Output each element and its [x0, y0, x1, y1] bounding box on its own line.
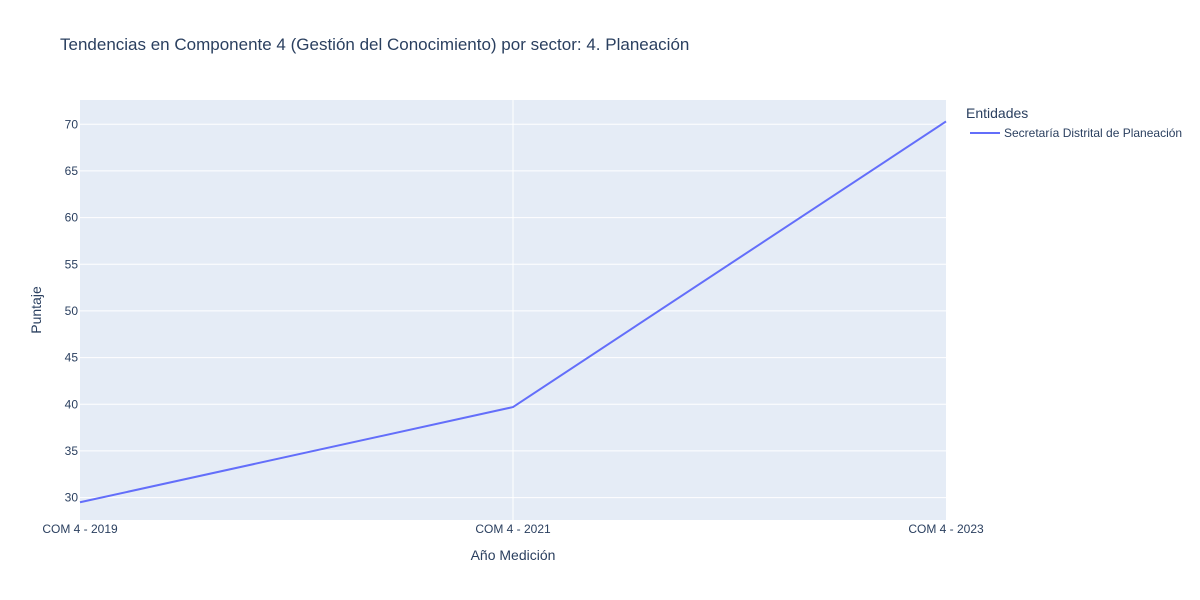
y-tick-label: 60	[65, 211, 79, 225]
y-tick-label: 50	[65, 304, 79, 318]
x-tick-labels: COM 4 - 2019 COM 4 - 2021 COM 4 - 2023	[42, 522, 984, 536]
legend-item[interactable]: Secretaría Distrital de Planeación	[970, 126, 1182, 140]
x-axis-title: Año Medición	[471, 547, 556, 563]
legend[interactable]: Entidades Secretaría Distrital de Planea…	[966, 105, 1182, 140]
y-tick-label: 30	[65, 491, 79, 505]
legend-items[interactable]: Secretaría Distrital de Planeación	[970, 126, 1182, 140]
legend-label: Secretaría Distrital de Planeación	[1004, 126, 1182, 140]
x-tick-label: COM 4 - 2019	[42, 522, 118, 536]
y-axis-title: Puntaje	[28, 286, 44, 334]
x-tick-label: COM 4 - 2023	[908, 522, 984, 536]
y-tick-labels: 30 35 40 45 50 55 60 65 70	[65, 117, 79, 504]
y-tick-label: 35	[65, 444, 79, 458]
y-tick-label: 70	[65, 117, 79, 131]
series-layer	[79, 120, 947, 504]
y-tick-label: 40	[65, 397, 79, 411]
series-line	[79, 120, 947, 504]
legend-title: Entidades	[966, 105, 1028, 121]
x-tick-label: COM 4 - 2021	[475, 522, 551, 536]
y-tick-label: 55	[65, 257, 79, 271]
chart-title: Tendencias en Componente 4 (Gestión del …	[60, 35, 689, 54]
y-tick-label: 65	[65, 164, 79, 178]
y-tick-label: 45	[65, 351, 79, 365]
